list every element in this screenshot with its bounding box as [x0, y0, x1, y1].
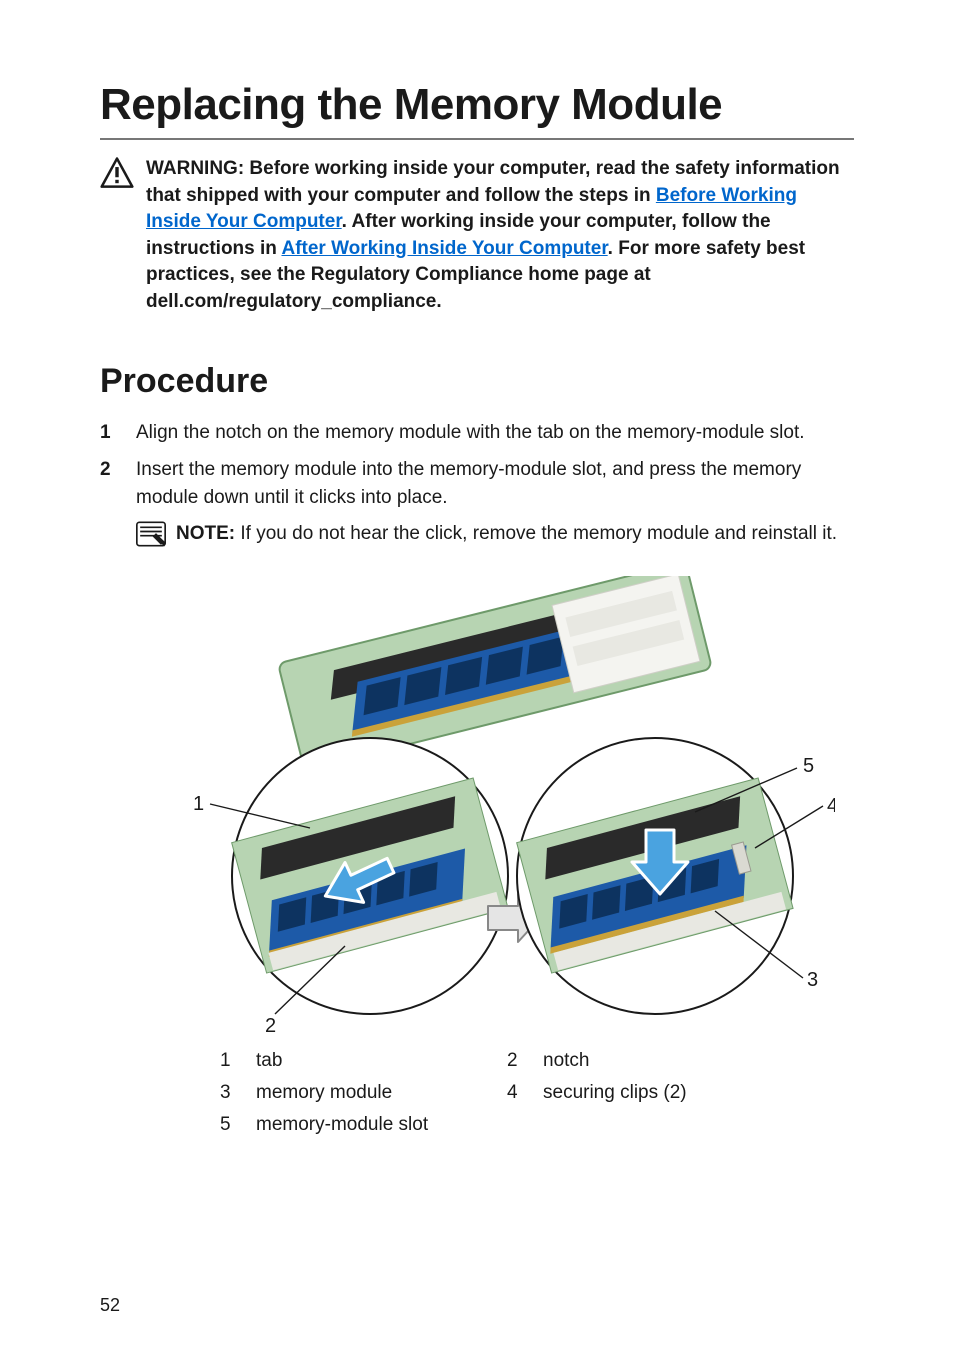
procedure-steps: Align the notch on the memory module wit…: [100, 419, 854, 512]
legend-text-4: securing clips (2): [543, 1082, 780, 1104]
step-2: Insert the memory module into the memory…: [100, 456, 854, 511]
figure-legend: 1 tab 2 notch 3 memory module 4 securing…: [220, 1050, 780, 1136]
callout-3: 3: [807, 969, 818, 991]
legend-num-4: 4: [507, 1082, 529, 1104]
warning-callout: WARNING: Before working inside your comp…: [100, 156, 854, 316]
callout-2: 2: [265, 1015, 276, 1036]
note-body: NOTE: If you do not hear the click, remo…: [176, 521, 837, 548]
legend-text-5: memory-module slot: [256, 1114, 493, 1136]
page-number: 52: [100, 1295, 120, 1316]
warning-icon: [100, 156, 134, 195]
warning-text: WARNING: Before working inside your comp…: [146, 156, 854, 316]
legend-num-5: 5: [220, 1114, 242, 1136]
section-heading: Procedure: [100, 362, 854, 401]
note-text: If you do not hear the click, remove the…: [235, 523, 837, 544]
note-callout: NOTE: If you do not hear the click, remo…: [136, 521, 854, 556]
step-1: Align the notch on the memory module wit…: [100, 419, 854, 447]
legend-text-3: memory module: [256, 1082, 493, 1104]
link-after-working[interactable]: After Working Inside Your Computer: [281, 238, 607, 259]
legend-text-2: notch: [543, 1050, 780, 1072]
memory-module-diagram: 1 2 3 4 5: [155, 576, 835, 1036]
callout-1: 1: [193, 793, 204, 815]
legend-num-2: 2: [507, 1050, 529, 1072]
figure: 1 2 3 4 5 1 tab 2 notch 3 memory module …: [136, 576, 854, 1136]
note-label: NOTE:: [176, 523, 235, 544]
page-title: Replacing the Memory Module: [100, 80, 854, 140]
legend-num-1: 1: [220, 1050, 242, 1072]
callout-5: 5: [803, 755, 814, 777]
legend-text-1: tab: [256, 1050, 493, 1072]
callout-4: 4: [827, 795, 835, 817]
legend-num-3: 3: [220, 1082, 242, 1104]
note-icon: [136, 521, 166, 556]
